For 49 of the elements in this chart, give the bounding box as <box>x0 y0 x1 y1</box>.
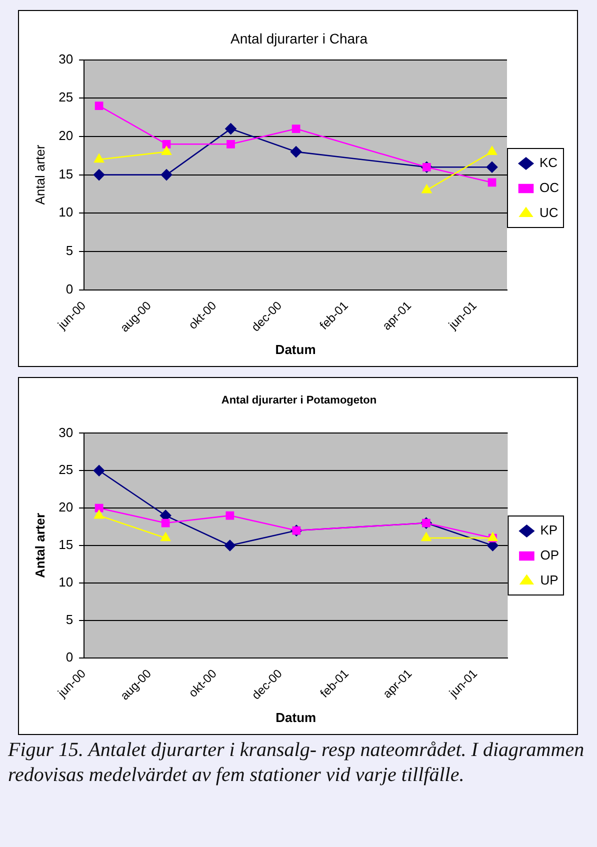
point <box>160 169 172 180</box>
point <box>421 532 432 542</box>
y-tick-label: 30 <box>58 51 74 66</box>
legend-label: UC <box>540 205 558 220</box>
point <box>422 184 432 194</box>
legend-label: OC <box>540 180 559 196</box>
point <box>94 154 104 163</box>
point <box>488 178 496 187</box>
y-tick-label: 5 <box>66 243 74 258</box>
point <box>162 140 171 148</box>
point <box>225 123 236 134</box>
x-axis-title: Datum <box>276 710 316 725</box>
y-tick-label: 20 <box>58 500 74 515</box>
legend-label: OP <box>540 548 560 563</box>
point <box>486 161 498 173</box>
y-tick-label: 15 <box>58 537 74 552</box>
point <box>162 146 172 155</box>
point <box>93 169 105 180</box>
x-axis-title: Datum <box>275 342 316 357</box>
text: Figur 15. Antalet djurarter i kransalg- resp nateområdet. I diagrammen redovisas medelvärdet av fem stationer vid varje tillfälle. <box>8 738 586 788</box>
point <box>224 540 236 552</box>
y-tick-label: 25 <box>58 90 74 105</box>
point <box>226 511 234 520</box>
y-tick-label: 10 <box>58 574 74 590</box>
point <box>93 464 105 476</box>
point <box>487 146 497 155</box>
y-tick-label: 5 <box>66 612 74 627</box>
point <box>94 102 104 110</box>
y-tick-label: 0 <box>66 649 74 664</box>
chart-title: Antal djurarter i Chara <box>230 30 368 46</box>
legend-label: UP <box>540 572 558 588</box>
point <box>94 510 104 519</box>
point <box>94 504 104 512</box>
point <box>161 518 170 528</box>
point <box>226 140 235 148</box>
point <box>292 124 300 133</box>
legend-label: KC <box>540 155 558 170</box>
y-tick-label: 0 <box>66 281 74 296</box>
legend-label: KP <box>540 522 558 538</box>
y-tick-label: 10 <box>58 204 74 220</box>
point <box>290 146 302 158</box>
y-tick-label: 30 <box>58 424 74 440</box>
y-tick-label: 15 <box>58 166 74 182</box>
chart-title: Antal djurarter i Potamogeton <box>221 394 377 407</box>
y-axis-title: Antal arter <box>32 144 48 205</box>
point <box>160 532 171 542</box>
y-tick-label: 20 <box>58 128 74 144</box>
y-axis-title: Antal arter <box>32 512 48 578</box>
y-tick-label: 25 <box>58 462 74 478</box>
